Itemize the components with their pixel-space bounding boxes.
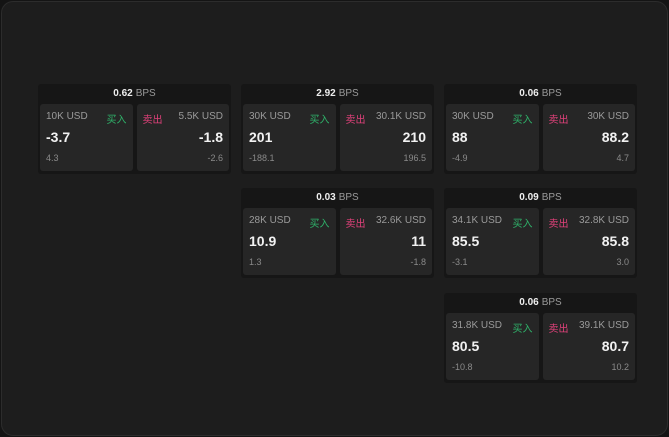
- buy-label: 买入: [309, 115, 330, 126]
- bid-change: -188.1: [249, 153, 275, 163]
- sell-label: 卖出: [548, 115, 569, 126]
- spread-value: 0.09: [519, 192, 539, 203]
- bid-price: -3.7: [46, 129, 71, 145]
- sell-cell[interactable]: 卖出 5.5K USD -1.8 -2.6: [136, 104, 229, 171]
- sell-label: 卖出: [345, 115, 366, 126]
- spread-header: 0.06 BPS: [444, 293, 637, 313]
- buy-cell[interactable]: 10K USD 买入 -3.7 4.3: [40, 104, 133, 171]
- ask-change: -2.6: [207, 153, 223, 163]
- sell-cell[interactable]: 卖出 30K USD 88.2 4.7: [542, 104, 635, 171]
- ask-change: -1.8: [410, 257, 426, 267]
- spread-unit: BPS: [541, 88, 562, 99]
- ask-price: 88.2: [601, 129, 629, 145]
- spread-value: 0.06: [519, 297, 539, 308]
- ask-price: 210: [402, 129, 426, 145]
- buy-cell[interactable]: 28K USD 买入 10.9 1.3: [243, 208, 336, 275]
- buy-label: 买入: [512, 324, 533, 335]
- spread-header: 0.09 BPS: [444, 188, 637, 208]
- spread-header: 0.06 BPS: [444, 84, 637, 104]
- quote-card: 0.03 BPS 28K USD 买入 10.9 1.3 卖出 32.6K USD…: [241, 188, 434, 278]
- bid-price: 88: [452, 129, 468, 145]
- bid-change: -3.1: [452, 257, 468, 267]
- ask-price: -1.8: [198, 129, 223, 145]
- spread-unit: BPS: [541, 192, 562, 203]
- buy-label: 买入: [309, 219, 330, 230]
- ask-price: 85.8: [601, 233, 629, 249]
- sell-label: 卖出: [548, 219, 569, 230]
- buy-label: 买入: [512, 115, 533, 126]
- quote-card: 0.06 BPS 31.8K USD 买入 80.5 -10.8 卖出 39.1K…: [444, 293, 637, 383]
- spread-value: 0.06: [519, 88, 539, 99]
- sell-cell[interactable]: 卖出 30.1K USD 210 196.5: [339, 104, 432, 171]
- ask-change: 4.7: [616, 153, 629, 163]
- bid-size: 34.1K USD: [452, 215, 503, 226]
- sell-label: 卖出: [142, 115, 163, 126]
- bid-price: 10.9: [249, 233, 277, 249]
- spread-unit: BPS: [338, 192, 359, 203]
- buy-cell[interactable]: 34.1K USD 买入 85.5 -3.1: [446, 208, 539, 275]
- ask-size: 32.6K USD: [375, 215, 426, 226]
- ask-size: 30K USD: [587, 111, 629, 122]
- spread-header: 2.92 BPS: [241, 84, 434, 104]
- bid-change: 1.3: [249, 257, 262, 267]
- quote-card: 2.92 BPS 30K USD 买入 201 -188.1 卖出 30.1K U…: [241, 84, 434, 174]
- bid-change: -10.8: [452, 362, 473, 372]
- ask-size: 5.5K USD: [178, 111, 223, 122]
- ask-change: 10.2: [611, 362, 629, 372]
- spread-header: 0.62 BPS: [38, 84, 231, 104]
- bid-size: 28K USD: [249, 215, 291, 226]
- quote-card: 0.62 BPS 10K USD 买入 -3.7 4.3 卖出 5.5K USD …: [38, 84, 231, 174]
- sell-cell[interactable]: 卖出 32.6K USD 11 -1.8: [339, 208, 432, 275]
- bid-price: 201: [249, 129, 273, 145]
- bid-size: 30K USD: [452, 111, 494, 122]
- quote-card: 0.06 BPS 30K USD 买入 88 -4.9 卖出 30K USD 88…: [444, 84, 637, 174]
- buy-cell[interactable]: 30K USD 买入 88 -4.9: [446, 104, 539, 171]
- ask-price: 11: [411, 233, 426, 249]
- quote-card: 0.09 BPS 34.1K USD 买入 85.5 -3.1 卖出 32.8K …: [444, 188, 637, 278]
- sell-cell[interactable]: 卖出 32.8K USD 85.8 3.0: [542, 208, 635, 275]
- sell-label: 卖出: [548, 324, 569, 335]
- ask-size: 39.1K USD: [578, 320, 629, 331]
- sell-cell[interactable]: 卖出 39.1K USD 80.7 10.2: [542, 313, 635, 380]
- spread-unit: BPS: [135, 88, 156, 99]
- bid-change: 4.3: [46, 153, 59, 163]
- bid-size: 10K USD: [46, 111, 88, 122]
- ask-size: 30.1K USD: [375, 111, 426, 122]
- buy-label: 买入: [512, 219, 533, 230]
- spread-value: 0.62: [113, 88, 133, 99]
- sell-label: 卖出: [345, 219, 366, 230]
- spread-value: 2.92: [316, 88, 336, 99]
- ask-price: 80.7: [601, 338, 629, 354]
- buy-cell[interactable]: 31.8K USD 买入 80.5 -10.8: [446, 313, 539, 380]
- bid-price: 80.5: [452, 338, 480, 354]
- buy-label: 买入: [106, 115, 127, 126]
- spread-value: 0.03: [316, 192, 336, 203]
- ask-change: 3.0: [616, 257, 629, 267]
- spread-header: 0.03 BPS: [241, 188, 434, 208]
- spread-unit: BPS: [541, 297, 562, 308]
- buy-cell[interactable]: 30K USD 买入 201 -188.1: [243, 104, 336, 171]
- ask-change: 196.5: [403, 153, 426, 163]
- ask-size: 32.8K USD: [578, 215, 629, 226]
- spread-unit: BPS: [338, 88, 359, 99]
- bid-change: -4.9: [452, 153, 468, 163]
- bid-size: 30K USD: [249, 111, 291, 122]
- bid-size: 31.8K USD: [452, 320, 503, 331]
- bid-price: 85.5: [452, 233, 480, 249]
